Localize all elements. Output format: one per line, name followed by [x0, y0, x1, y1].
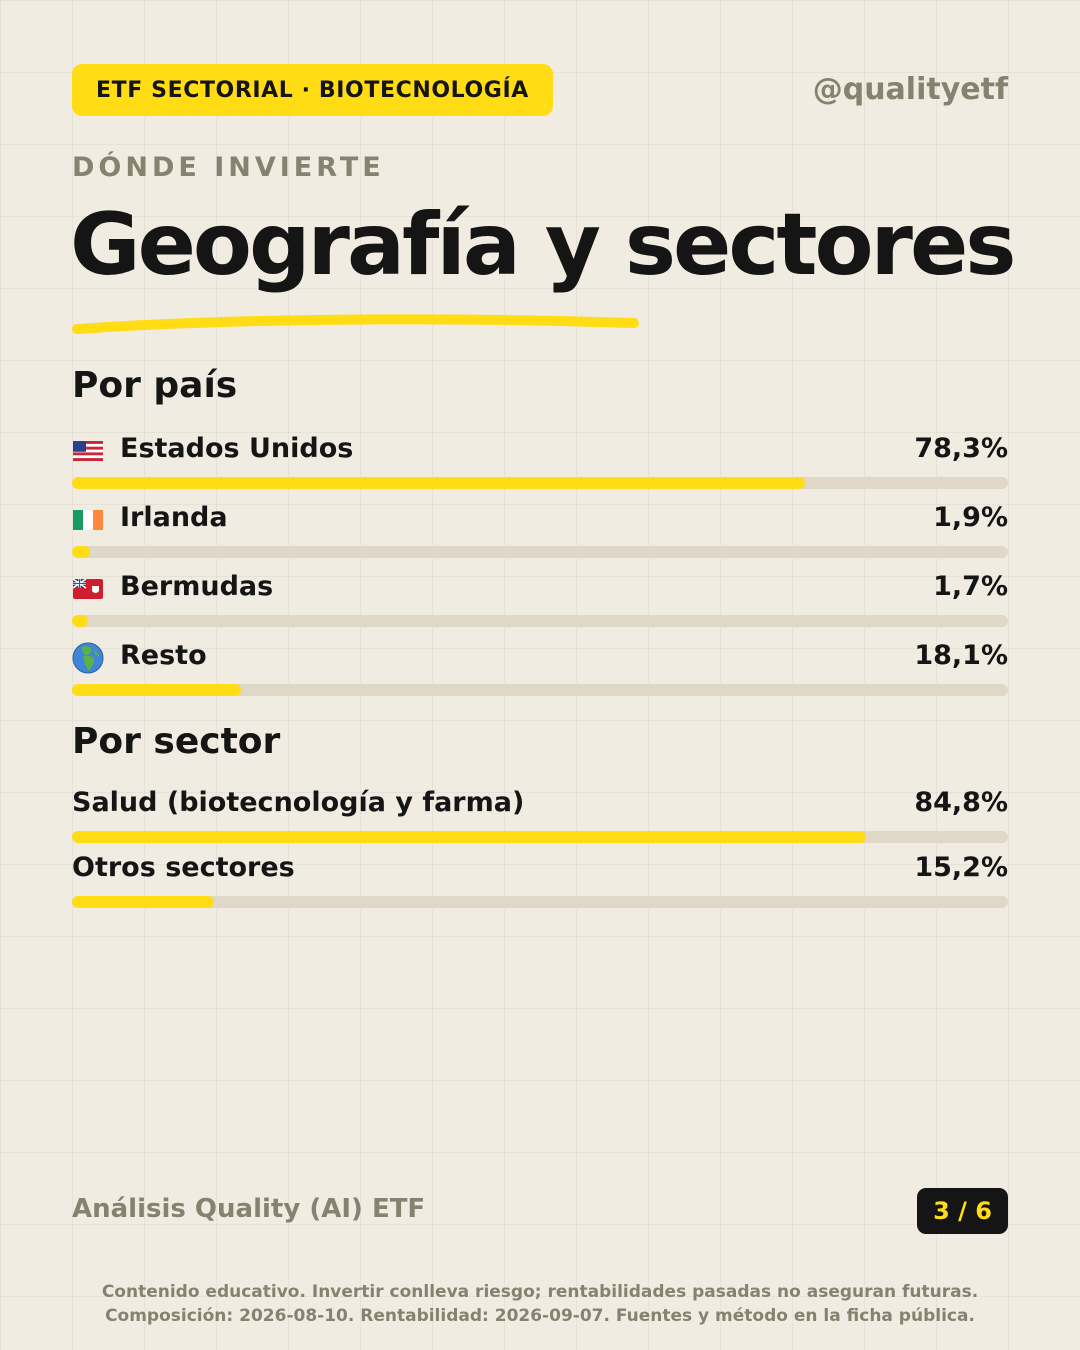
sector-section-heading: Por sector [72, 721, 281, 762]
country-percent: 78,3% [914, 433, 1008, 464]
country-row-bermudas: Bermudas 1,7% [72, 571, 1008, 635]
progress-fill [72, 477, 805, 489]
progress-track [72, 477, 1008, 489]
section-eyebrow: DÓNDE INVIERTE [72, 152, 385, 183]
progress-track [72, 546, 1008, 558]
country-name: Bermudas [120, 571, 274, 602]
progress-track [72, 896, 1008, 908]
progress-fill [72, 831, 866, 843]
account-handle: @qualityetf [812, 72, 1008, 107]
disclaimer-line: Contenido educativo. Invertir conlleva r… [101, 1282, 979, 1302]
ireland-flag-icon [72, 509, 104, 531]
sector-name: Otros sectores [72, 852, 295, 883]
country-percent: 1,9% [933, 502, 1008, 533]
progress-fill [72, 615, 88, 627]
brand-label: Análisis Quality (AI) ETF [72, 1194, 426, 1224]
sector-percent: 84,8% [914, 787, 1008, 818]
progress-track [72, 615, 1008, 627]
disclaimer: Contenido educativo. Invertir conlleva r… [0, 1280, 1080, 1328]
progress-fill [72, 684, 242, 696]
country-section-heading: Por país [72, 365, 238, 406]
title-underline-decoration [72, 314, 639, 334]
progress-track [72, 684, 1008, 696]
country-row-irlanda: Irlanda 1,9% [72, 502, 1008, 566]
page-title: Geografía y sectores [70, 195, 1016, 295]
progress-track [72, 831, 1008, 843]
us-flag-icon [72, 440, 104, 462]
country-name: Resto [120, 640, 207, 671]
country-name: Irlanda [120, 502, 228, 533]
bermuda-flag-icon [72, 578, 104, 600]
page-indicator: 3 / 6 [917, 1188, 1008, 1234]
country-row-resto: Resto 18,1% [72, 640, 1008, 704]
globe-africa-europe-icon [72, 642, 104, 674]
country-percent: 1,7% [933, 571, 1008, 602]
country-name: Estados Unidos [120, 433, 354, 464]
disclaimer-line: Composición: 2026-08-10. Rentabilidad: 2… [105, 1306, 975, 1326]
country-percent: 18,1% [914, 640, 1008, 671]
sector-row-otros: Otros sectores 15,2% [72, 852, 1008, 916]
progress-fill [72, 896, 215, 908]
sector-percent: 15,2% [914, 852, 1008, 883]
category-badge: ETF SECTORIAL · BIOTECNOLOGÍA [72, 64, 553, 116]
country-row-estados-unidos: Estados Unidos 78,3% [72, 433, 1008, 497]
progress-fill [72, 546, 90, 558]
sector-name: Salud (biotecnología y farma) [72, 787, 525, 818]
sector-row-salud: Salud (biotecnología y farma) 84,8% [72, 787, 1008, 851]
